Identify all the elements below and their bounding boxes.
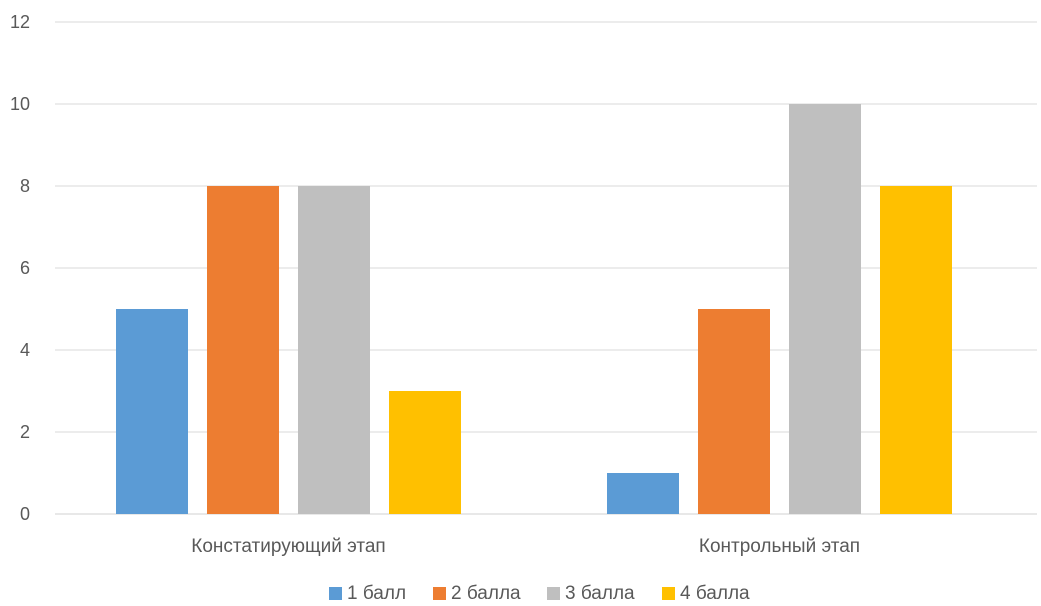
legend-label: 2 балла xyxy=(451,583,521,601)
bar-1-1 xyxy=(116,309,188,514)
bar-4-1 xyxy=(389,391,461,514)
legend-swatch xyxy=(547,587,560,600)
bar-2-1 xyxy=(207,186,279,514)
legend: 1 балл 2 балла 3 балла 4 балла xyxy=(329,583,750,604)
y-axis-ticks: 0 2 4 6 8 10 12 xyxy=(10,12,30,524)
legend-swatch xyxy=(433,587,446,600)
y-tick-label: 6 xyxy=(20,258,30,278)
bar-2-2 xyxy=(698,309,770,514)
bar-4-2 xyxy=(880,186,952,514)
y-tick-label: 12 xyxy=(10,12,30,32)
legend-label: 4 балла xyxy=(680,583,750,601)
legend-label: 1 балл xyxy=(347,583,406,601)
x-category-label: Констатирующий этап xyxy=(191,536,385,557)
bar-3-2 xyxy=(789,104,861,514)
bar-3-1 xyxy=(298,186,370,514)
legend-label: 3 балла xyxy=(565,583,635,601)
legend-swatch xyxy=(662,587,675,600)
x-category-label: Контрольный этап xyxy=(699,536,860,557)
y-tick-label: 0 xyxy=(20,504,30,524)
legend-swatch xyxy=(329,587,342,600)
y-tick-label: 8 xyxy=(20,176,30,196)
y-tick-label: 10 xyxy=(10,94,30,114)
x-axis-categories: Констатирующий этап Контрольный этап xyxy=(191,536,860,557)
bar-1-2 xyxy=(607,473,679,514)
y-tick-label: 4 xyxy=(20,340,30,360)
bars xyxy=(116,104,952,514)
y-tick-label: 2 xyxy=(20,422,30,442)
